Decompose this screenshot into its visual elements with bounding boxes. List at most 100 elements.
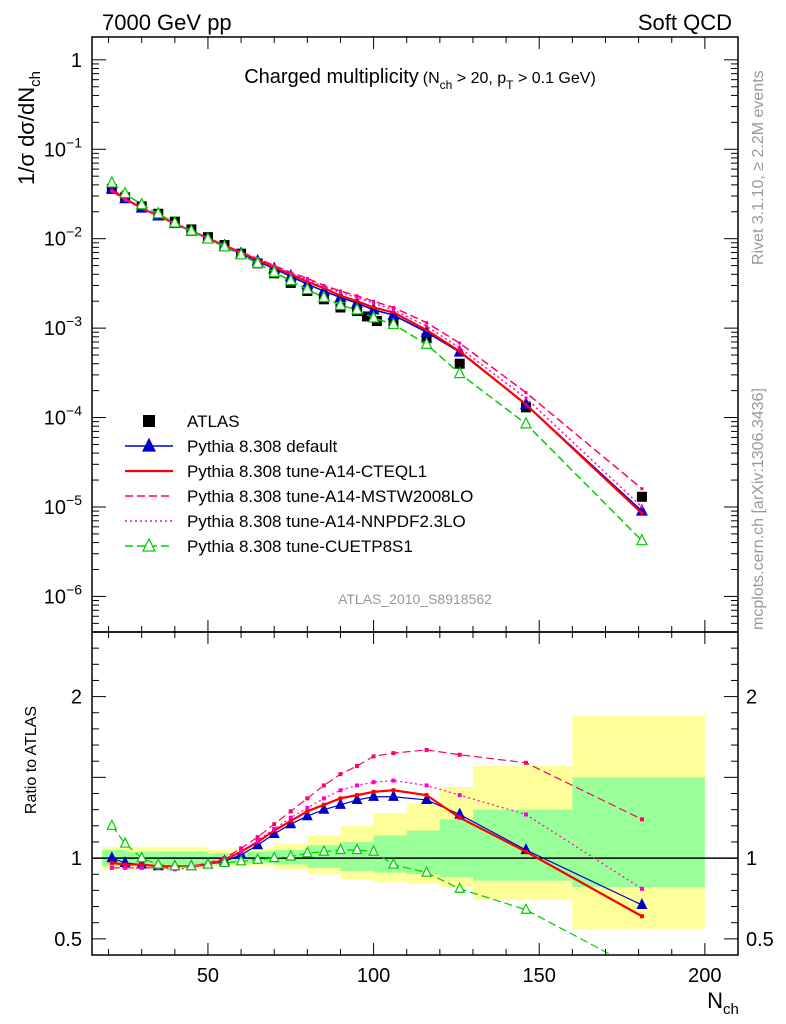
- series-1-point-ratio: [351, 793, 363, 805]
- series-5-point-ratio: [520, 902, 532, 914]
- series-0-point-top: [361, 311, 372, 322]
- series-5-point-top: [268, 265, 281, 277]
- series-5-point-ratio: [169, 859, 181, 871]
- series-3-point-ratio: [391, 751, 396, 756]
- series-2-point-ratio: [123, 862, 128, 867]
- series-4-point-ratio: [321, 796, 326, 801]
- y-tick-label-top: 10−1: [44, 134, 82, 161]
- y-tick-label-base: 10: [44, 497, 66, 519]
- series-3-point-top: [458, 341, 462, 345]
- ylabel-top-sub: ch: [27, 71, 44, 87]
- series-5-point-top: [284, 273, 297, 286]
- series-1-point-ratio: [301, 809, 313, 821]
- series-5-point-top: [635, 533, 648, 546]
- series-4-point-ratio: [255, 838, 260, 843]
- legend-label: Pythia 8.308 default: [187, 437, 338, 456]
- series-5-point-ratio: [202, 857, 214, 869]
- series-5-point-ratio: [285, 849, 297, 861]
- series-0-point-top: [454, 358, 465, 369]
- series-5-point-ratio: [136, 851, 148, 863]
- analysis-id: ATLAS_2010_S8918562: [338, 591, 492, 607]
- series-4-point-ratio: [288, 815, 293, 820]
- series-4-point-ratio: [424, 783, 429, 788]
- series-5-point-top: [301, 282, 314, 295]
- series-4-point-ratio: [239, 849, 244, 854]
- series-5-point-top: [152, 206, 165, 219]
- series-5-point-top: [334, 297, 347, 310]
- series-3-point-ratio: [424, 747, 429, 752]
- series-3-point-top: [640, 487, 644, 491]
- series-2-point-ratio: [288, 818, 293, 823]
- series-5-point-top: [420, 336, 433, 349]
- series-4-point-top: [355, 295, 359, 299]
- legend-entry: Pythia 8.308 tune-A14-CTEQL1: [125, 462, 427, 481]
- chart-title: Charged multiplicity (Nch > 20, pT > 0.1 …: [244, 66, 596, 92]
- y-tick-label-bottom-left: 0.5: [54, 929, 82, 951]
- series-4-point-ratio: [338, 788, 343, 793]
- series-5-point-top: [453, 366, 466, 379]
- series-4-point-ratio: [305, 806, 310, 811]
- series-5-point-top: [251, 256, 264, 268]
- series-5-point-top: [168, 215, 181, 228]
- y-tick-label-exponent: −3: [66, 313, 82, 329]
- series-3-line-ratio: [111, 749, 643, 869]
- legend-entry: Pythia 8.308 default: [125, 437, 338, 456]
- y-tick-label-base: 10: [44, 408, 66, 430]
- series-4-point-top: [123, 198, 127, 202]
- legend-entry: ATLAS: [143, 412, 240, 431]
- series-3-point-top: [524, 391, 528, 395]
- series-5-point-ratio: [351, 843, 363, 855]
- ratio-band-segment: [439, 819, 473, 878]
- ratio-band-segment: [406, 830, 440, 875]
- series-4-point-ratio: [272, 827, 277, 832]
- ratio-band-segment: [572, 777, 705, 888]
- y-tick-label-exponent: −1: [66, 134, 82, 150]
- header-left: 7000 GeV pp: [102, 10, 232, 35]
- ylabel-top: 1/σ dσ/dNch: [14, 71, 44, 185]
- series-3-point-ratio: [255, 835, 260, 840]
- series-4-point-ratio: [371, 780, 376, 785]
- series-5-point-ratio: [106, 818, 118, 830]
- series-2-point-top: [338, 294, 342, 298]
- legend-label: Pythia 8.308 tune-A14-MSTW2008LO: [187, 487, 473, 506]
- series-4-point-top: [305, 277, 309, 281]
- series-3-point-top: [372, 299, 376, 303]
- series-2-point-ratio: [355, 793, 360, 798]
- series-3-point-top: [391, 306, 395, 310]
- y-tick-label-exponent: −6: [66, 581, 82, 597]
- legend: ATLAS Pythia 8.308 default Pythia 8.308 tu…: [125, 412, 473, 556]
- series-1-point-ratio: [421, 793, 433, 805]
- series-5-point-top: [317, 290, 330, 303]
- title-cond-mid: > 20, p: [452, 70, 506, 87]
- series-4-point-top: [458, 346, 462, 350]
- xlabel-main: N: [707, 988, 723, 1013]
- xlabel: Nch: [707, 988, 739, 1018]
- y-tick-label-base: 10: [44, 139, 66, 161]
- series-2-point-top: [355, 299, 359, 303]
- series-2-line-ratio: [111, 789, 643, 918]
- y-tick-label-top: 10−5: [44, 492, 82, 519]
- x-tick-label: 50: [197, 965, 219, 987]
- series-4-point-top: [640, 505, 644, 509]
- side-label-mcplots: mcplots.cern.ch [arXiv:1306.3436]: [750, 388, 767, 630]
- series-2-point-ratio: [338, 796, 343, 801]
- y-tick-label-top: 10−6: [44, 581, 82, 608]
- legend-marker: [143, 415, 155, 427]
- series-5-point-ratio: [235, 854, 247, 866]
- legend-entry: Pythia 8.308 tune-CUETP8S1: [125, 537, 413, 556]
- series-2-point-ratio: [371, 789, 376, 794]
- series-4-point-ratio: [139, 865, 144, 870]
- y-tick-label-top: 10−3: [44, 313, 82, 340]
- series-2-point-top: [524, 402, 528, 406]
- series-3-point-ratio: [288, 809, 293, 814]
- series-3-point-top: [425, 321, 429, 325]
- series-5-point-ratio: [368, 844, 380, 856]
- series-5-line-top: [111, 182, 643, 542]
- ratio-band-segment: [307, 845, 341, 868]
- series-1-point-ratio: [636, 898, 648, 910]
- series-5-point-top: [201, 231, 214, 244]
- series-4-point-top: [524, 396, 528, 400]
- series-3-point-ratio: [305, 796, 310, 801]
- series-3-point-ratio: [272, 822, 277, 827]
- series-4-point-top: [110, 189, 114, 193]
